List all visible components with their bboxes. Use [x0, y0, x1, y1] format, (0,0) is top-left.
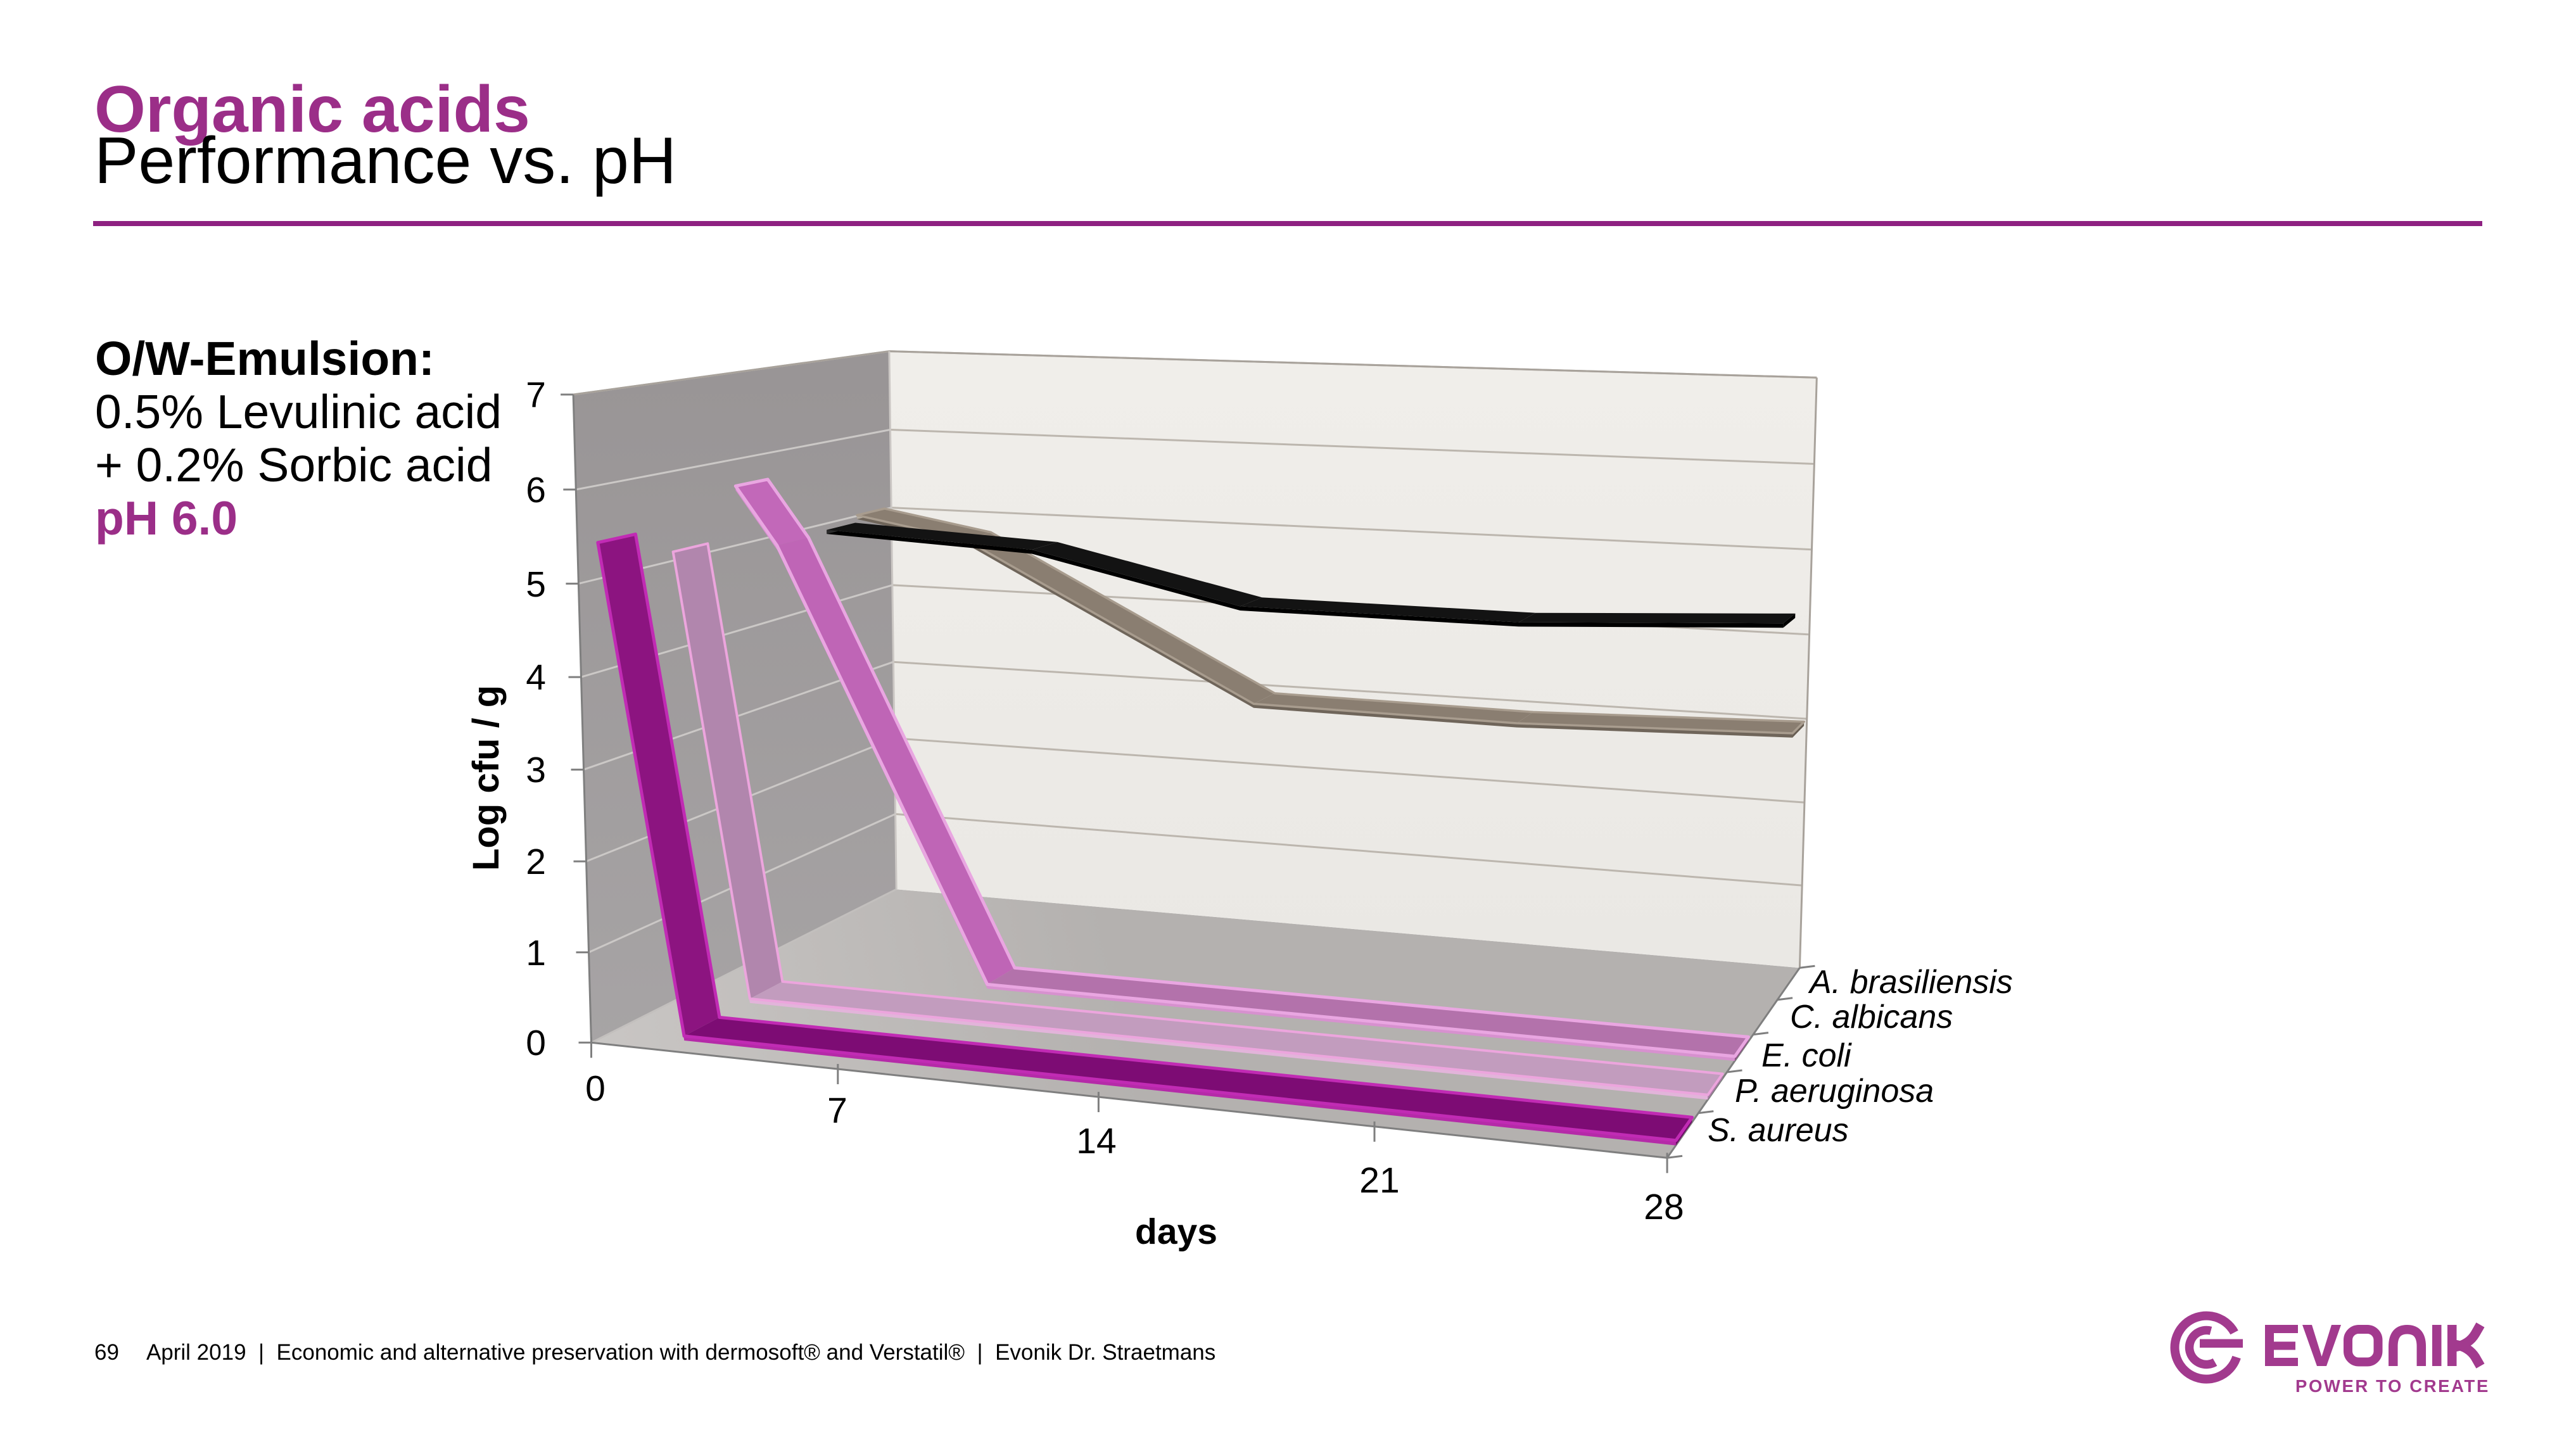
svg-text:P. aeruginosa: P. aeruginosa [1735, 1073, 1934, 1110]
svg-text:Log cfu / g: Log cfu / g [466, 685, 507, 871]
svg-text:0: 0 [526, 1023, 546, 1063]
svg-text:4: 4 [526, 657, 546, 698]
svg-text:5: 5 [526, 564, 546, 605]
svg-text:A. brasiliensis: A. brasiliensis [1808, 964, 2013, 1001]
svg-text:days: days [1135, 1212, 1217, 1252]
svg-text:1: 1 [526, 933, 546, 973]
svg-text:S. aureus: S. aureus [1708, 1112, 1849, 1149]
svg-text:7: 7 [526, 375, 546, 415]
svg-text:E. coli: E. coli [1761, 1037, 1852, 1074]
svg-text:6: 6 [526, 470, 546, 510]
svg-text:28: 28 [1644, 1187, 1684, 1227]
svg-text:21: 21 [1359, 1160, 1399, 1201]
svg-text:3: 3 [526, 750, 546, 790]
svg-text:POWER TO CREATE: POWER TO CREATE [2295, 1376, 2490, 1396]
svg-text:C. albicans: C. albicans [1790, 999, 1953, 1035]
svg-text:0: 0 [585, 1068, 606, 1109]
svg-text:14: 14 [1076, 1121, 1116, 1161]
svg-text:7: 7 [827, 1091, 847, 1131]
svg-text:2: 2 [526, 842, 546, 882]
